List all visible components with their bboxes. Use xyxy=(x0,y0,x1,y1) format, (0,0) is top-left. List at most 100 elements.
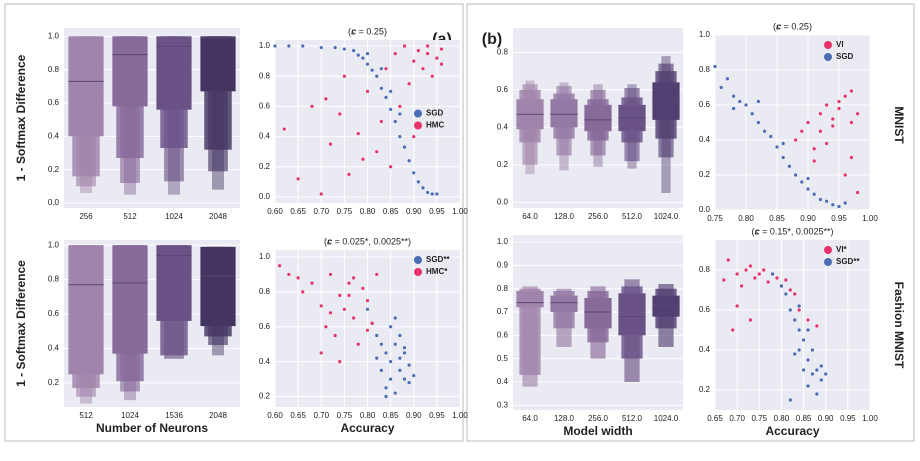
y-tick-label: 0.8 xyxy=(259,71,271,80)
legend-marker xyxy=(414,268,422,276)
x-tick-label: 64.0 xyxy=(522,414,538,423)
scatter-point xyxy=(831,124,835,128)
scatter-point xyxy=(856,112,860,116)
scatter-point xyxy=(365,89,370,93)
scatter-point xyxy=(784,292,788,296)
x-tick-label: 1024 xyxy=(121,411,139,420)
x-tick-label: 0.80 xyxy=(738,214,754,223)
scatter-point xyxy=(352,48,356,53)
legend-marker xyxy=(824,246,832,254)
x-tick-label: 256 xyxy=(79,212,93,221)
scatter-point xyxy=(781,141,785,146)
scatter-point xyxy=(356,342,360,346)
legend-marker xyxy=(824,53,832,61)
scatter-point xyxy=(426,190,430,195)
x-tick-label: 256.0 xyxy=(588,212,609,221)
scatter-point xyxy=(296,177,300,181)
scatter-point xyxy=(818,112,823,116)
scatter-point xyxy=(439,62,444,66)
y-tick-label: 0.4 xyxy=(699,135,711,144)
scatter-point xyxy=(384,394,388,399)
scatter-point xyxy=(735,272,739,276)
scatter-point xyxy=(762,268,766,272)
x-tick-label: 0.65 xyxy=(707,414,723,423)
y-tick-label: 0.4 xyxy=(497,377,509,386)
x-tick-label: 0.90 xyxy=(406,207,422,216)
scatter-point xyxy=(426,44,430,48)
x-tick-label: 128.0 xyxy=(554,212,575,221)
legend-label: SGD xyxy=(836,52,854,61)
y-tick-label: 0.8 xyxy=(699,65,711,74)
scatter-point xyxy=(788,308,792,312)
scatter-point xyxy=(732,94,736,98)
scatter-point xyxy=(806,176,810,181)
scatter-point xyxy=(398,333,402,338)
scatter-point xyxy=(365,328,370,332)
chart-title: (𝜺 = 0.15*, 0.0025**) xyxy=(752,226,834,236)
scatter-point xyxy=(379,119,383,124)
scatter-point xyxy=(352,276,356,280)
scatter-point xyxy=(278,264,282,268)
x-tick-label: 0.90 xyxy=(406,411,422,420)
scatter-point xyxy=(819,364,823,368)
scatter-point xyxy=(407,380,411,385)
y-tick-label: 0.8 xyxy=(699,265,711,274)
y-tick-label: 0.4 xyxy=(259,132,271,141)
x-tick-label: 0.80 xyxy=(360,207,376,216)
scatter-point xyxy=(407,82,411,86)
scatter-point xyxy=(333,333,337,338)
y-tick-label: 0.6 xyxy=(699,100,711,109)
scatter-point xyxy=(398,134,402,139)
y-tick-label: 0.8 xyxy=(48,275,60,284)
scatter-point xyxy=(384,351,388,355)
y-tick-label: 0.2 xyxy=(48,165,60,174)
scatter-point xyxy=(788,288,792,292)
scatter-point xyxy=(825,141,829,146)
boxen-box xyxy=(200,36,236,92)
scatter-point xyxy=(389,107,393,112)
scatter-point xyxy=(815,324,819,328)
legend-marker xyxy=(414,121,422,130)
y-tick-label: 1.0 xyxy=(48,31,60,40)
y-tick-label: 0.8 xyxy=(497,47,509,56)
scatter-point xyxy=(818,197,823,202)
boxen-box xyxy=(584,298,612,329)
scatter-point xyxy=(328,311,333,315)
scatter-point xyxy=(384,67,388,71)
x-tick-label: 0.70 xyxy=(313,207,329,216)
y-tick-label: 0.8 xyxy=(259,287,271,296)
scatter-point xyxy=(328,272,333,277)
scatter-point xyxy=(384,95,388,99)
scatter-point xyxy=(775,145,779,149)
scatter-point xyxy=(416,180,420,184)
y-axis-label: 1 - Softmax Difference xyxy=(14,54,28,181)
scatter-point xyxy=(726,258,730,262)
scatter-point xyxy=(319,45,323,50)
x-tick-label: 512 xyxy=(123,212,137,221)
scatter-point xyxy=(379,342,383,346)
scatter-point xyxy=(849,89,854,93)
scatter-point xyxy=(402,145,407,149)
scatter-point xyxy=(324,325,328,329)
scatter-point xyxy=(744,268,748,272)
scatter-point xyxy=(282,127,286,131)
scatter-point xyxy=(757,272,761,276)
scatter-point xyxy=(342,74,346,78)
legend-label: HMC* xyxy=(426,267,448,276)
y-tick-label: 0.0 xyxy=(259,192,271,201)
x-tick-label: 1.00 xyxy=(452,411,468,420)
x-tick-label: 0.90 xyxy=(818,414,834,423)
legend-label: SGD** xyxy=(426,255,450,264)
x-tick-label: 1.00 xyxy=(862,414,878,423)
panel-frame xyxy=(4,3,464,442)
boxen-box xyxy=(519,288,541,375)
y-tick-label: 0.3 xyxy=(497,400,509,409)
scatter-point xyxy=(843,173,847,177)
scatter-point xyxy=(748,318,753,322)
scatter-point xyxy=(356,53,360,57)
chart-title: (𝜺 = 0.25) xyxy=(773,21,812,31)
scatter-point xyxy=(389,89,393,93)
legend-marker xyxy=(414,256,422,264)
x-axis-label: Model width xyxy=(563,424,632,438)
